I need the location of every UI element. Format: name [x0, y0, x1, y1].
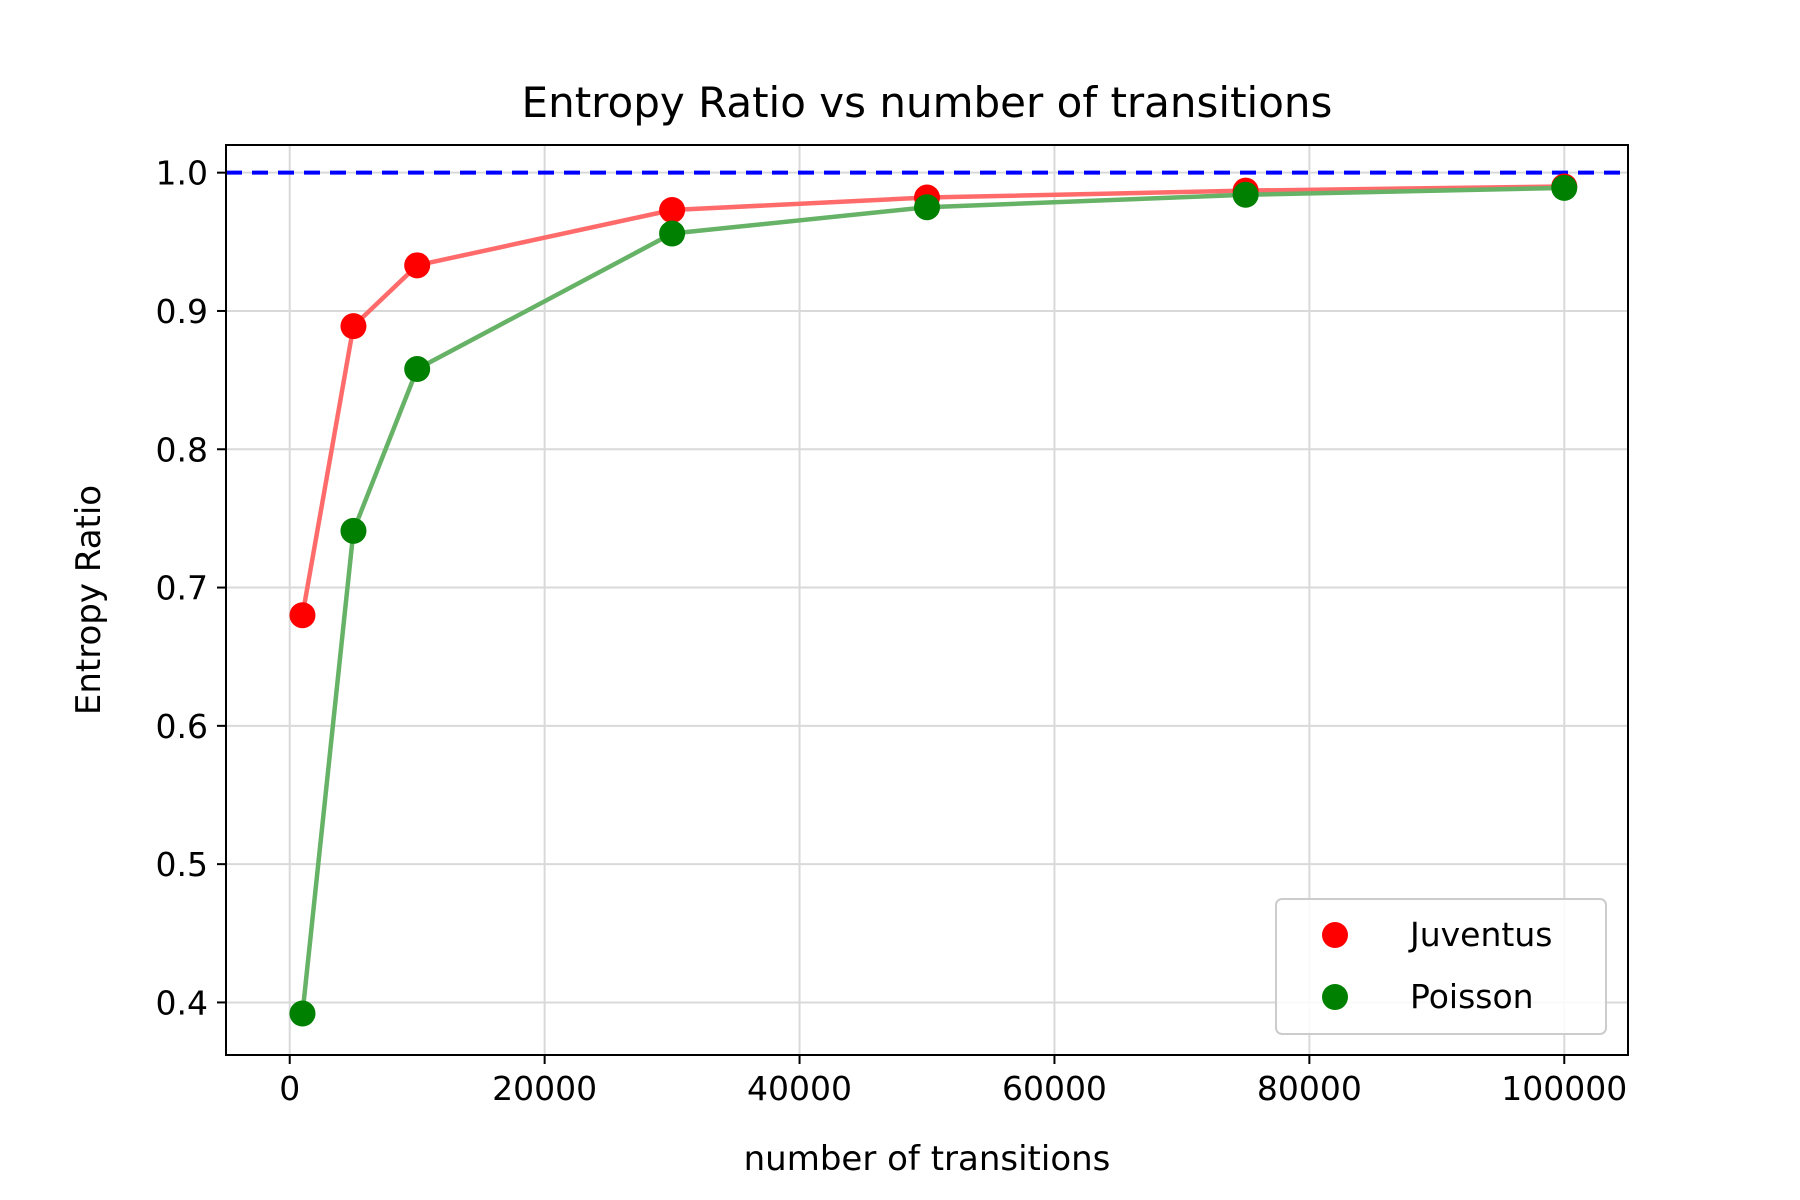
- y-tick-label: 0.4: [156, 983, 208, 1022]
- data-point-poisson: [340, 517, 367, 544]
- y-tick-label: 1.0: [156, 154, 208, 193]
- legend-label-juventus: Juventus: [1408, 915, 1552, 954]
- legend-marker-juventus: [1322, 922, 1348, 948]
- x-tick-label: 40000: [747, 1069, 852, 1108]
- x-tick-label: 80000: [1257, 1069, 1362, 1108]
- data-point-juventus: [289, 602, 316, 629]
- data-point-juventus: [659, 197, 686, 223]
- x-tick-label: 20000: [492, 1069, 597, 1108]
- legend-marker-poisson: [1322, 984, 1348, 1010]
- series-group: [289, 173, 1578, 1027]
- y-tick-label: 0.6: [156, 707, 208, 746]
- data-point-poisson: [914, 194, 940, 221]
- y-axis-label: Entropy Ratio: [69, 485, 109, 715]
- y-axis-ticks: 0.4 0.5 0.6 0.7 0.8 0.9 1.0: [156, 154, 226, 1022]
- x-axis-ticks: 0 20000 40000 60000 80000 100000: [279, 1055, 1627, 1108]
- x-tick-label: 100000: [1501, 1069, 1627, 1108]
- data-point-poisson: [404, 356, 431, 383]
- data-point-juventus: [340, 313, 367, 340]
- x-axis-label: number of transitions: [744, 1139, 1111, 1179]
- legend-box: [1275, 898, 1607, 1035]
- data-point-juventus: [404, 252, 431, 279]
- legend-label-poisson: Poisson: [1410, 977, 1534, 1016]
- x-tick-label: 0: [279, 1069, 300, 1108]
- chart-title: Entropy Ratio vs number of transitions: [522, 78, 1333, 127]
- data-point-poisson: [659, 220, 686, 247]
- y-tick-label: 0.9: [156, 292, 208, 331]
- y-tick-label: 0.5: [156, 845, 208, 884]
- data-point-poisson: [289, 1000, 316, 1027]
- plot-frame: [225, 144, 1629, 1056]
- x-tick-label: 60000: [1002, 1069, 1107, 1108]
- y-tick-label: 0.7: [156, 569, 208, 608]
- y-tick-label: 0.8: [156, 430, 208, 469]
- grid: [226, 145, 1628, 1055]
- legend: Juventus Poisson: [1275, 898, 1607, 1035]
- data-point-poisson: [1551, 174, 1578, 201]
- data-point-poisson: [1232, 181, 1259, 208]
